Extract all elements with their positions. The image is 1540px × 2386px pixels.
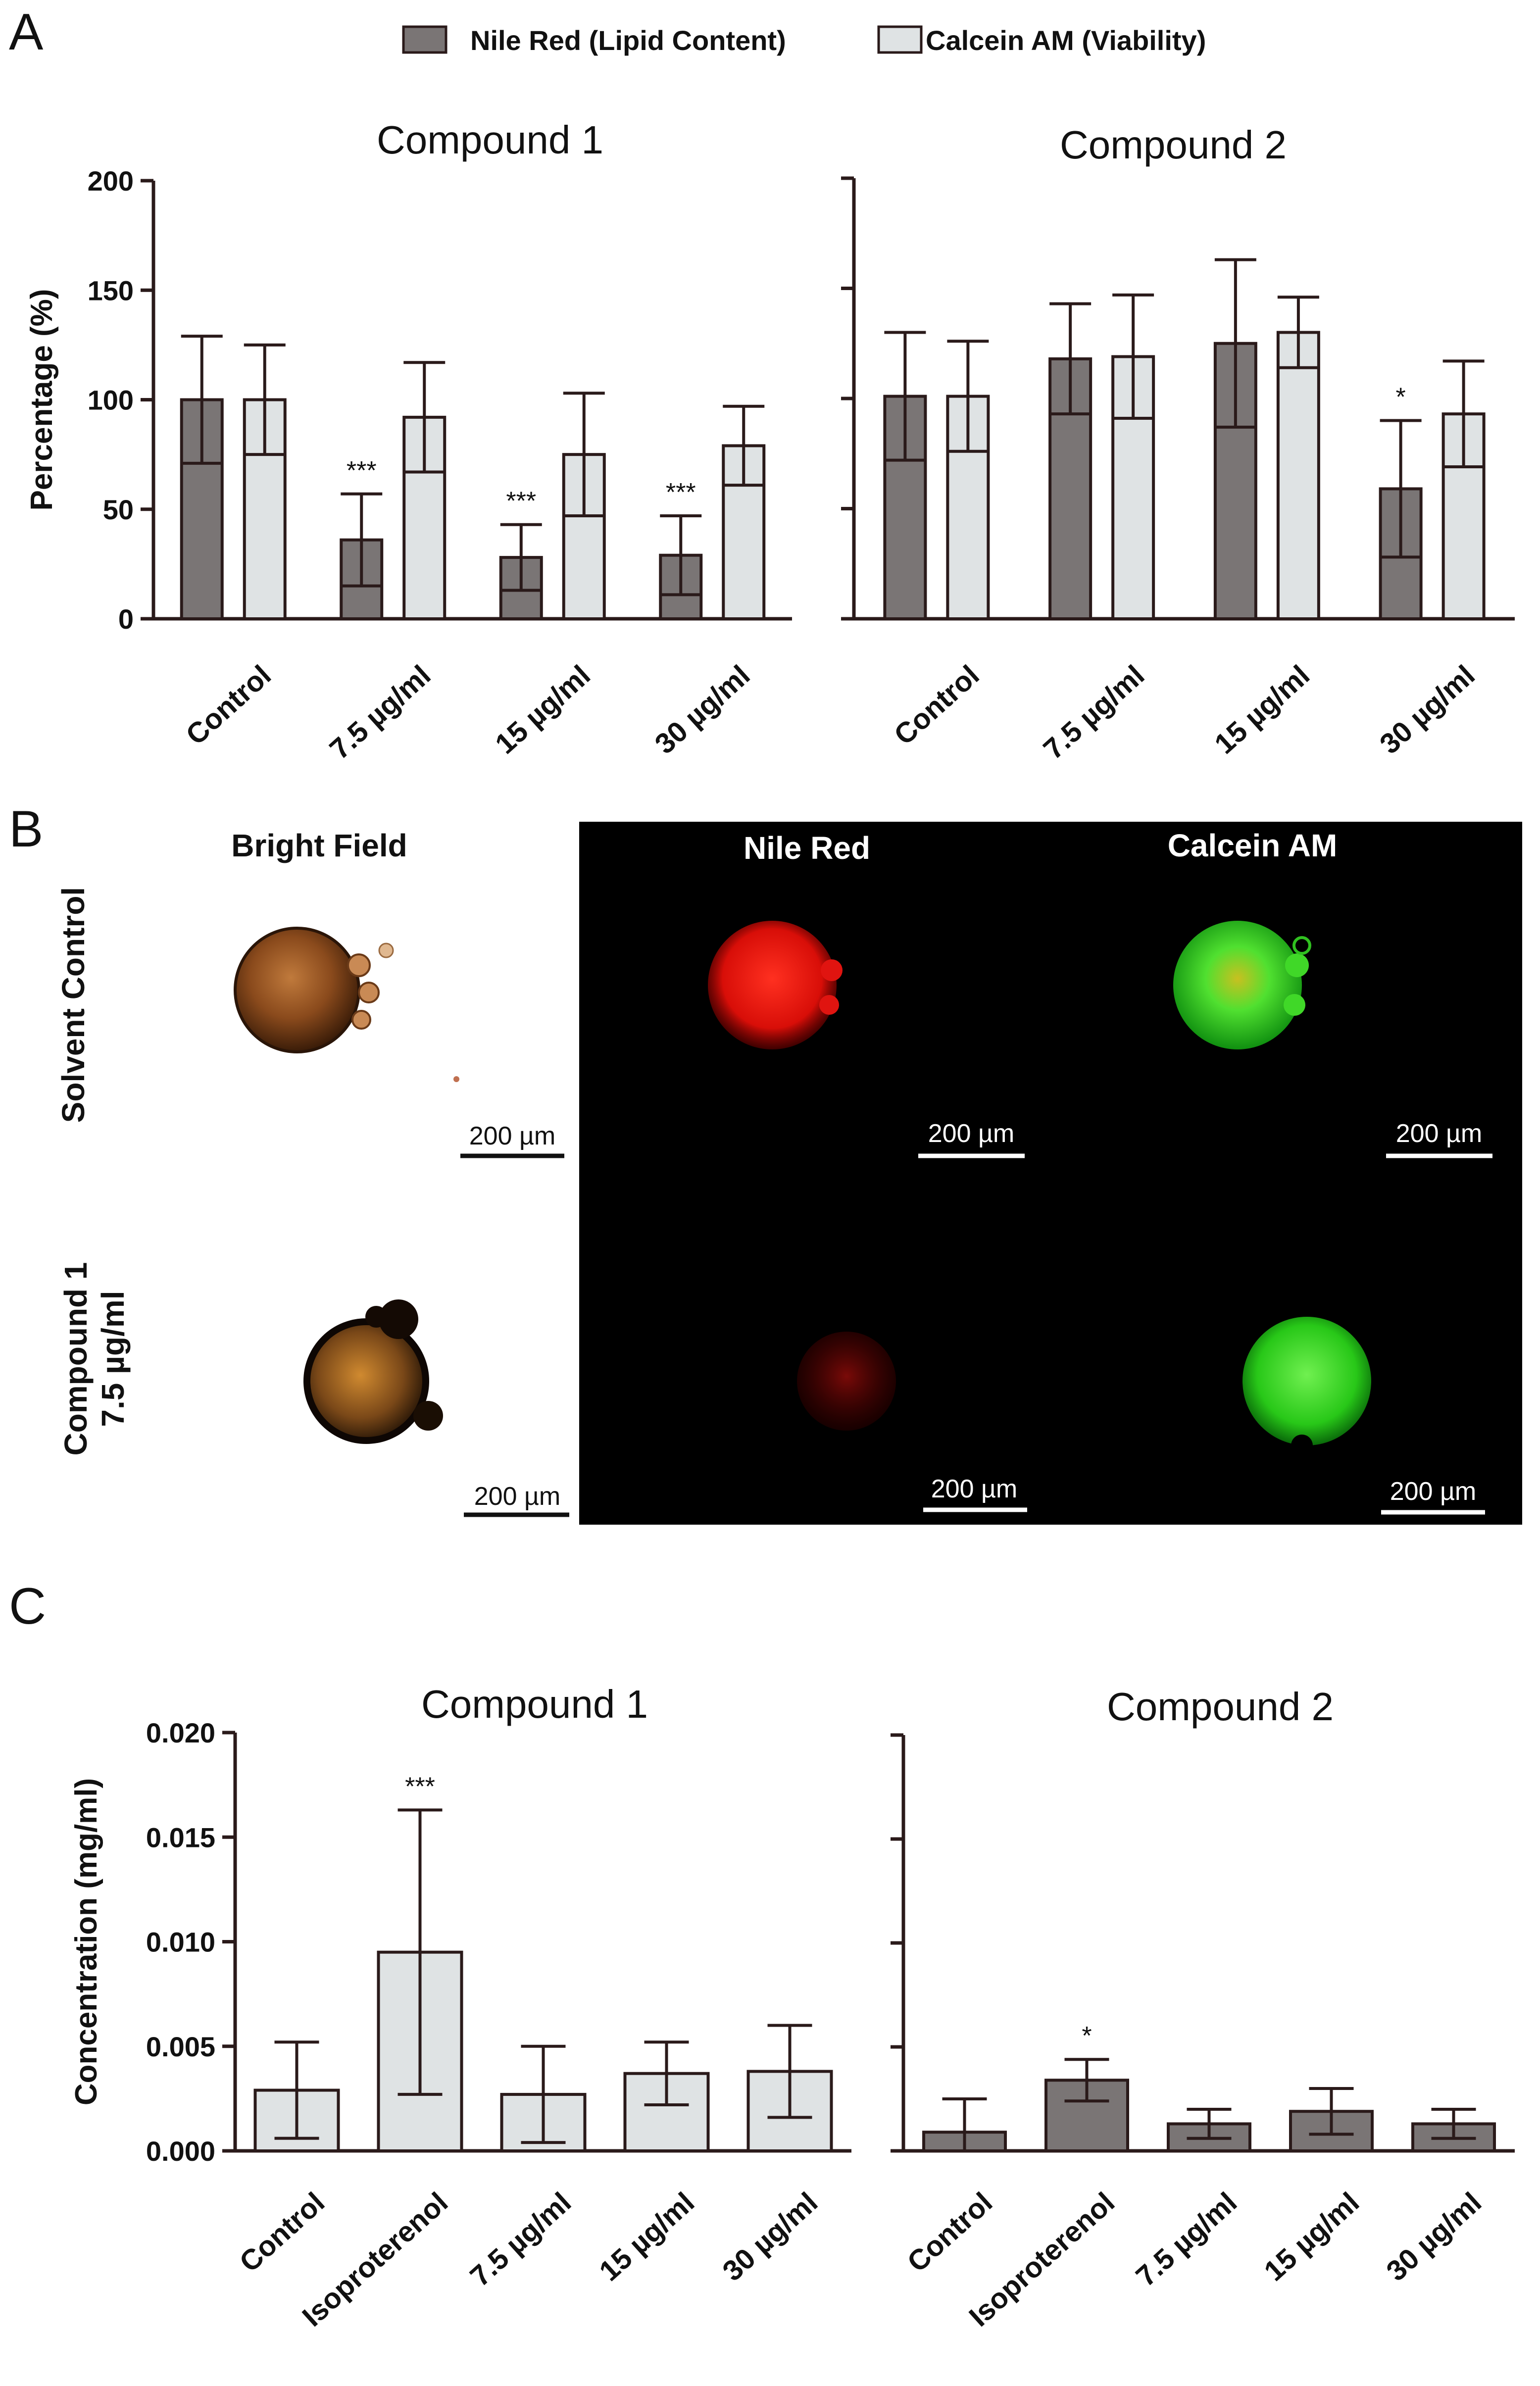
row-label-compound-1-line2: 7.5 µg/ml xyxy=(95,1291,131,1427)
spheroid-bright-field-compound xyxy=(303,1299,443,1444)
spheroid-bright-field-control xyxy=(234,927,459,1082)
category-label: 15 µg/ml xyxy=(1258,2186,1365,2287)
legend: Nile Red (Lipid Content) Calcein AM (Via… xyxy=(402,25,1206,56)
chart-a-compound-1: Compound 1 0 50 100 150 200 Percentage (%) Cont… xyxy=(25,118,792,766)
column-header-calcein: Calcein AM xyxy=(1168,828,1338,863)
spheroid-calcein-compound xyxy=(1242,1317,1371,1456)
bar xyxy=(623,2072,710,2152)
chart-title: Compound 2 xyxy=(1060,123,1287,167)
chart-c-compound-1: Compound 1 0.000 0.005 0.010 0.015 0.020 Conce… xyxy=(69,1682,851,2333)
category-label: 7.5 µg/ml xyxy=(464,2186,577,2292)
bar xyxy=(1048,357,1093,620)
category-label: 7.5 µg/ml xyxy=(324,659,437,765)
y-tick-label: 50 xyxy=(103,494,134,525)
significance-marker: *** xyxy=(506,487,536,516)
y-tick-label: 150 xyxy=(88,275,134,306)
y-tick-label: 0.000 xyxy=(146,2136,215,2167)
chart-title: Compound 2 xyxy=(1107,1685,1334,1729)
row-label-solvent-control: Solvent Control xyxy=(55,887,91,1123)
column-header-bright-field: Bright Field xyxy=(231,828,407,863)
scale-label-6: 200 µm xyxy=(1390,1477,1476,1506)
y-axis-label: Concentration (mg/ml) xyxy=(69,1778,103,2105)
category-label: 7.5 µg/ml xyxy=(1130,2186,1243,2292)
fluorescence-background xyxy=(579,822,1522,1525)
y-tick-label: 0.015 xyxy=(146,1822,215,1853)
spheroid-nile-red-compound xyxy=(797,1332,896,1431)
y-tick-label: 0 xyxy=(118,603,134,635)
chart-title: Compound 1 xyxy=(421,1682,648,1726)
column-header-nile-red: Nile Red xyxy=(744,830,870,866)
y-tick-label: 0.020 xyxy=(146,1717,215,1748)
y-axis-label: Percentage (%) xyxy=(25,289,59,511)
panel-letter-a: A xyxy=(9,3,44,61)
scale-label-1: 200 µm xyxy=(469,1122,555,1150)
significance-marker: *** xyxy=(347,456,377,485)
scale-bar-3: 200 µm xyxy=(1386,1119,1492,1158)
y-tick-label: 100 xyxy=(88,385,134,416)
scale-label-2: 200 µm xyxy=(928,1119,1014,1148)
category-label: 30 µg/ml xyxy=(716,2186,824,2287)
significance-marker: * xyxy=(1082,2022,1092,2050)
scale-bar-1: 200 µm xyxy=(460,1122,564,1158)
category-label: 15 µg/ml xyxy=(593,2186,700,2287)
scale-bar-4: 200 µm xyxy=(464,1482,569,1517)
y-tick-label: 0.005 xyxy=(146,2031,215,2062)
legend-swatch-calcein xyxy=(877,25,923,54)
scale-bar-5: 200 µm xyxy=(923,1475,1027,1512)
legend-label-nile-red: Nile Red (Lipid Content) xyxy=(470,25,786,56)
microscopy-panel: Bright Field Nile Red Calcein AM Solvent… xyxy=(55,822,1522,1525)
category-label: Control xyxy=(901,2186,998,2278)
y-tick-label: 200 xyxy=(88,165,134,197)
legend-swatch-nile-red xyxy=(402,25,447,54)
panel-letter-b: B xyxy=(9,800,43,858)
chart-a-compound-2: Compound 2 Control 7.5 µg/ml 15 µg/ml * 30 µg… xyxy=(841,123,1515,766)
category-label: 30 µg/ml xyxy=(1380,2186,1488,2287)
category-label: 7.5 µg/ml xyxy=(1037,659,1150,765)
category-label: 30 µg/ml xyxy=(649,659,756,760)
bar xyxy=(1276,331,1320,620)
legend-label-calcein: Calcein AM (Viability) xyxy=(926,25,1206,56)
y-tick-label: 0.010 xyxy=(146,1927,215,1958)
category-label: 30 µg/ml xyxy=(1374,659,1481,760)
row-label-compound-1-line1: Compound 1 xyxy=(58,1262,94,1455)
scale-bar-2: 200 µm xyxy=(918,1119,1025,1158)
scale-label-5: 200 µm xyxy=(931,1475,1017,1503)
scale-label-4: 200 µm xyxy=(474,1482,560,1511)
significance-marker: * xyxy=(1396,383,1406,412)
significance-marker: *** xyxy=(666,478,696,507)
scale-bar-6: 200 µm xyxy=(1381,1477,1485,1515)
category-label: 15 µg/ml xyxy=(1208,659,1316,760)
category-label: Control xyxy=(180,659,277,751)
category-label: Control xyxy=(888,659,986,751)
panel-letter-c: C xyxy=(9,1578,46,1635)
category-label: 15 µg/ml xyxy=(489,659,596,760)
category-label: Control xyxy=(233,2186,331,2278)
spheroid-nile-red-control xyxy=(708,921,843,1049)
chart-title: Compound 1 xyxy=(377,118,603,162)
scale-label-3: 200 µm xyxy=(1396,1119,1482,1148)
spheroid-calcein-control xyxy=(1173,921,1311,1049)
significance-marker: *** xyxy=(405,1772,435,1801)
